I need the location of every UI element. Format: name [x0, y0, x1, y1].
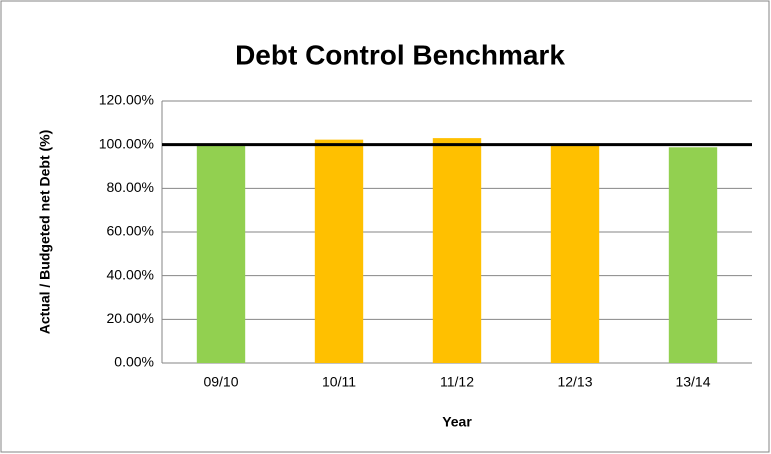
y-tick-label: 0.00% [114, 354, 154, 370]
bar [196, 145, 246, 363]
x-tick-label: 10/11 [322, 374, 356, 390]
y-tick-label: 80.00% [107, 179, 154, 195]
y-tick-label: 20.00% [107, 310, 154, 326]
x-tick-label: 11/12 [440, 374, 474, 390]
y-tick-label: 40.00% [107, 266, 154, 282]
y-axis-label: Actual / Budgeted net Debt (%) [37, 130, 53, 335]
bar [432, 138, 482, 363]
x-axis-label: Year [442, 414, 472, 430]
bar [314, 139, 364, 363]
bar [668, 147, 718, 363]
chart-title: Debt Control Benchmark [235, 39, 565, 70]
bar [550, 143, 600, 363]
x-tick-label: 13/14 [675, 374, 710, 390]
x-tick-label: 09/10 [203, 374, 238, 390]
y-tick-label: 100.00% [99, 135, 154, 151]
x-tick-label: 12/13 [557, 374, 592, 390]
y-tick-label: 120.00% [99, 92, 154, 108]
y-tick-label: 60.00% [107, 223, 154, 239]
